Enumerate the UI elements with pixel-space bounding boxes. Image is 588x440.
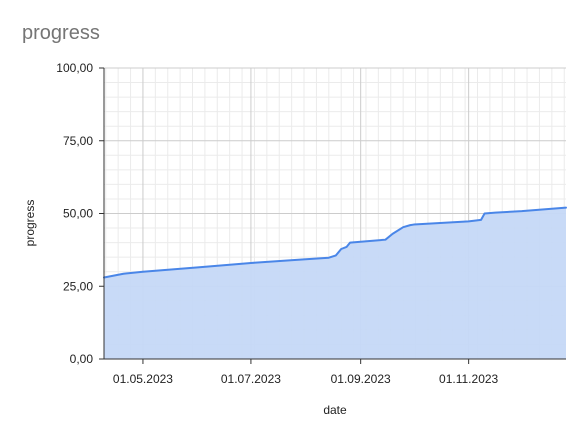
data-point xyxy=(349,242,351,244)
x-tick-label: 01.11.2023 xyxy=(439,372,498,386)
data-point xyxy=(392,233,394,235)
data-point xyxy=(480,219,482,221)
data-point xyxy=(340,248,342,250)
data-point xyxy=(494,212,496,214)
data-point xyxy=(328,257,330,259)
data-point xyxy=(565,207,567,209)
plot-series xyxy=(103,206,567,359)
data-point xyxy=(360,241,362,243)
x-tick-label: 01.07.2023 xyxy=(221,372,281,386)
data-point xyxy=(305,258,307,260)
y-tick-label: 100,00 xyxy=(56,61,93,75)
data-point xyxy=(468,220,470,222)
x-axis-label: date xyxy=(323,403,347,417)
y-axis-label: progress xyxy=(23,200,37,247)
chart-title: progress xyxy=(22,22,100,44)
series-line-0 xyxy=(103,206,567,279)
y-tick-label: 50,00 xyxy=(63,207,93,221)
series-area-0 xyxy=(104,207,566,359)
x-tick-label: 01.05.2023 xyxy=(113,372,173,386)
data-point xyxy=(384,239,386,241)
data-point xyxy=(122,273,124,275)
data-point xyxy=(250,262,252,264)
y-tick-label: 25,00 xyxy=(63,279,93,293)
data-point xyxy=(335,254,337,256)
data-point xyxy=(346,246,348,248)
data-point xyxy=(402,226,404,228)
data-point xyxy=(197,266,199,268)
data-point xyxy=(413,224,415,226)
axes: 0,00 25,00 50,00 75,00 100,00 01.05.2023 01.07… xyxy=(56,61,566,386)
data-point xyxy=(142,271,144,273)
data-point xyxy=(484,213,486,215)
y-tick-label: 0,00 xyxy=(70,352,94,366)
x-tick-label: 01.09.2023 xyxy=(331,372,391,386)
y-tick-label: 75,00 xyxy=(63,134,93,148)
data-point xyxy=(521,210,523,212)
data-point xyxy=(409,224,411,226)
